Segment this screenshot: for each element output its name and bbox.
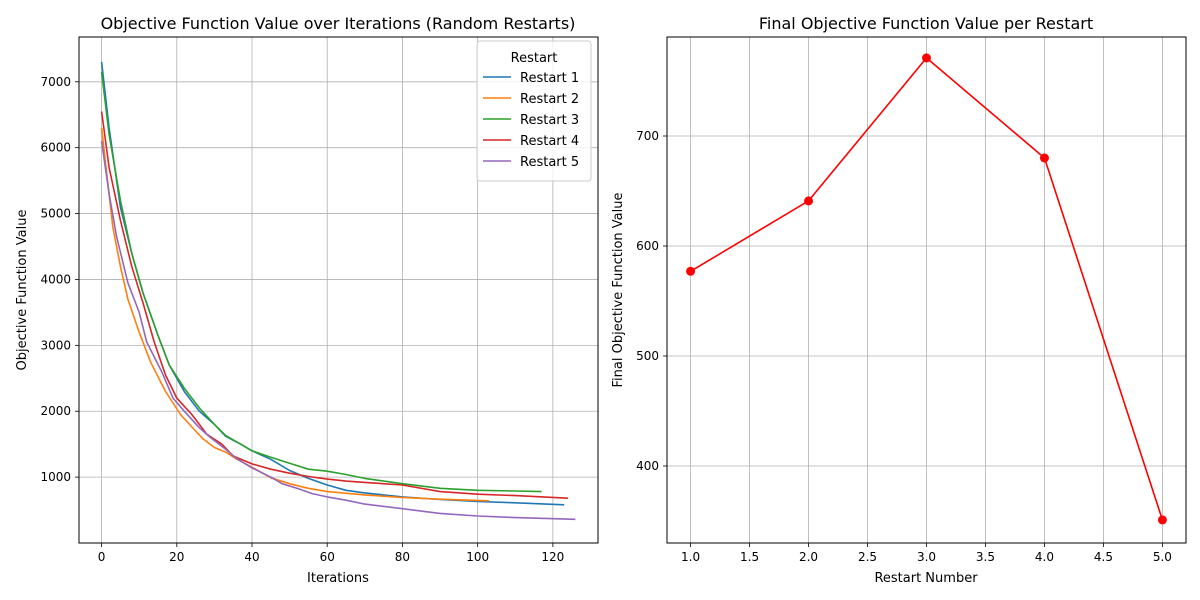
x-tick-label: 1.0 <box>681 550 700 564</box>
right-chart-x-axis-label: Restart Number <box>874 571 978 586</box>
final-value-point-restart-2 <box>804 196 814 206</box>
y-tick-label: 700 <box>636 129 659 143</box>
final-value-point-restart-1 <box>686 266 696 276</box>
left-chart-y-axis-label: Objective Function Value <box>15 210 30 371</box>
y-tick-label: 5000 <box>40 207 71 221</box>
x-tick-label: 20 <box>169 550 184 564</box>
x-tick-label: 4.5 <box>1094 550 1113 564</box>
left-chart-lines <box>100 61 576 521</box>
y-tick-label: 3000 <box>40 338 71 352</box>
series-line-restart-5 <box>100 140 576 521</box>
left-chart-x-axis-label: Iterations <box>307 571 369 586</box>
legend-label-restart-3: Restart 3 <box>520 113 579 128</box>
left-chart-ticks: 0 20 40 60 80 100 120 1000 2000 3000 4000 5000 6000 7… <box>40 75 564 564</box>
x-tick-label: 2.0 <box>799 550 818 564</box>
right-chart-gridlines <box>667 37 1186 543</box>
legend-label-restart-2: Restart 2 <box>520 92 579 107</box>
y-tick-label: 7000 <box>40 75 71 89</box>
right-chart-ticks: 1.0 1.5 2.0 2.5 3.0 3.5 4.0 4.5 5.0 400 500 600 700 <box>636 129 1172 564</box>
final-value-point-restart-5 <box>1157 515 1167 525</box>
left-chart-plot-frame <box>78 36 599 544</box>
right-chart-title: Final Objective Function Value per Resta… <box>759 14 1093 33</box>
x-tick-label: 2.5 <box>858 550 877 564</box>
series-line-restart-4 <box>100 111 568 499</box>
y-tick-label: 1000 <box>40 470 71 484</box>
y-tick-label: 6000 <box>40 141 71 155</box>
final-value-point-restart-4 <box>1039 153 1049 163</box>
legend-items: Restart 1 Restart 2 Restart 3 Restart 4 Rest… <box>483 71 579 170</box>
x-tick-label: 40 <box>244 550 259 564</box>
x-tick-label: 5.0 <box>1153 550 1172 564</box>
legend-box <box>476 40 592 182</box>
x-tick-label: 80 <box>395 550 410 564</box>
x-tick-label: 120 <box>541 550 564 564</box>
legend-label-restart-5: Restart 5 <box>520 155 579 170</box>
x-tick-label: 4.0 <box>1035 550 1054 564</box>
series-line-restart-2 <box>100 127 489 502</box>
y-tick-label: 4000 <box>40 272 71 286</box>
left-chart: Objective Function Value over Iterations… <box>15 14 599 586</box>
right-chart: Final Objective Function Value per Resta… <box>611 14 1187 586</box>
x-tick-label: 60 <box>320 550 335 564</box>
x-tick-label: 3.5 <box>976 550 995 564</box>
right-chart-y-axis-label: Final Objective Function Value <box>611 193 626 388</box>
y-tick-label: 400 <box>636 459 659 473</box>
legend-label-restart-1: Restart 1 <box>520 71 579 86</box>
right-chart-lines <box>686 53 1167 525</box>
y-tick-label: 600 <box>636 239 659 253</box>
left-chart-title: Objective Function Value over Iterations… <box>101 14 576 33</box>
y-tick-label: 2000 <box>40 404 71 418</box>
legend-title: Restart <box>511 51 558 66</box>
legend-label-restart-4: Restart 4 <box>520 134 579 149</box>
x-tick-label: 0 <box>98 550 106 564</box>
x-tick-label: 3.0 <box>917 550 936 564</box>
x-tick-label: 1.5 <box>740 550 759 564</box>
x-tick-label: 100 <box>466 550 489 564</box>
y-tick-label: 500 <box>636 349 659 363</box>
final-value-point-restart-3 <box>922 53 931 63</box>
series-line-restart-3 <box>100 71 542 493</box>
